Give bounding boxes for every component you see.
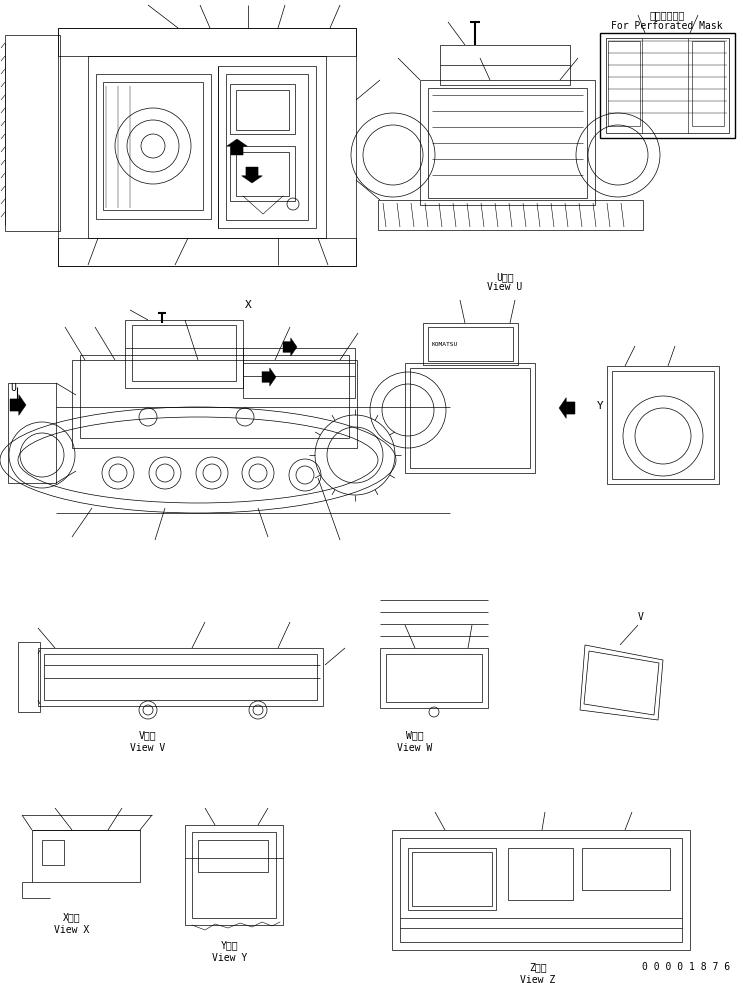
Text: View X: View X [54, 925, 90, 935]
Bar [392, 830, 690, 950]
Text: V　視: V 視 [139, 730, 157, 740]
Text: X　視: X 視 [63, 912, 81, 922]
Bar [218, 66, 316, 228]
Bar [132, 325, 236, 381]
Bar [72, 360, 357, 448]
Polygon shape [283, 338, 297, 356]
Bar [32, 830, 140, 882]
Bar [600, 33, 735, 138]
Bar [18, 642, 40, 712]
Text: KOMATSU: KOMATSU [432, 342, 458, 347]
Bar [410, 368, 530, 468]
Bar [58, 28, 356, 266]
Text: View Y: View Y [212, 953, 247, 963]
Text: 0 0 0 0 1 8 7 6: 0 0 0 0 1 8 7 6 [642, 962, 730, 972]
Bar [607, 366, 719, 484]
Bar [608, 41, 640, 126]
Text: Z　視: Z 視 [529, 962, 547, 972]
Bar [96, 74, 211, 219]
Text: Y　視: Y 視 [221, 940, 239, 950]
Bar [230, 146, 295, 201]
Text: U: U [10, 383, 16, 393]
Text: View Z: View Z [520, 975, 556, 983]
Bar [400, 838, 682, 942]
Bar [226, 74, 308, 220]
Bar [428, 327, 513, 361]
Text: V: V [638, 612, 644, 622]
Bar [103, 82, 203, 210]
Bar [5, 35, 60, 231]
Bar [42, 840, 64, 865]
Bar [692, 41, 724, 126]
Text: 丸穴マスク用: 丸穴マスク用 [649, 10, 684, 20]
Bar [192, 832, 276, 918]
Bar [612, 371, 714, 479]
Bar [185, 825, 283, 925]
Bar [58, 28, 356, 56]
Bar [236, 152, 289, 196]
Bar [386, 654, 482, 702]
Bar [243, 348, 355, 398]
Bar [44, 654, 317, 700]
Bar [440, 45, 570, 85]
Polygon shape [241, 167, 262, 183]
Text: View V: View V [130, 743, 166, 753]
Bar [380, 648, 488, 708]
Bar [230, 84, 295, 134]
Bar [423, 323, 518, 365]
Bar [378, 200, 643, 230]
Polygon shape [262, 368, 276, 386]
Bar [420, 80, 595, 205]
Bar [412, 852, 492, 906]
Bar [8, 383, 56, 483]
Text: For Perforated Mask: For Perforated Mask [611, 21, 723, 31]
Bar [198, 840, 268, 872]
Bar [606, 38, 729, 133]
Polygon shape [10, 394, 26, 416]
Bar [508, 848, 573, 900]
Bar [38, 648, 323, 706]
Bar [80, 355, 349, 438]
Bar [58, 238, 356, 266]
Bar [582, 848, 670, 890]
Text: X: X [244, 300, 251, 310]
Text: View U: View U [487, 282, 522, 292]
Bar [408, 848, 496, 910]
Text: Y: Y [597, 401, 604, 411]
Bar [428, 88, 587, 198]
Text: U　視: U 視 [496, 272, 514, 282]
Bar [125, 320, 243, 388]
Bar [88, 56, 326, 238]
Bar [236, 90, 289, 130]
Bar [405, 363, 535, 473]
Polygon shape [559, 397, 575, 419]
Polygon shape [227, 139, 247, 155]
Text: View W: View W [398, 743, 432, 753]
Text: W　視: W 視 [406, 730, 424, 740]
